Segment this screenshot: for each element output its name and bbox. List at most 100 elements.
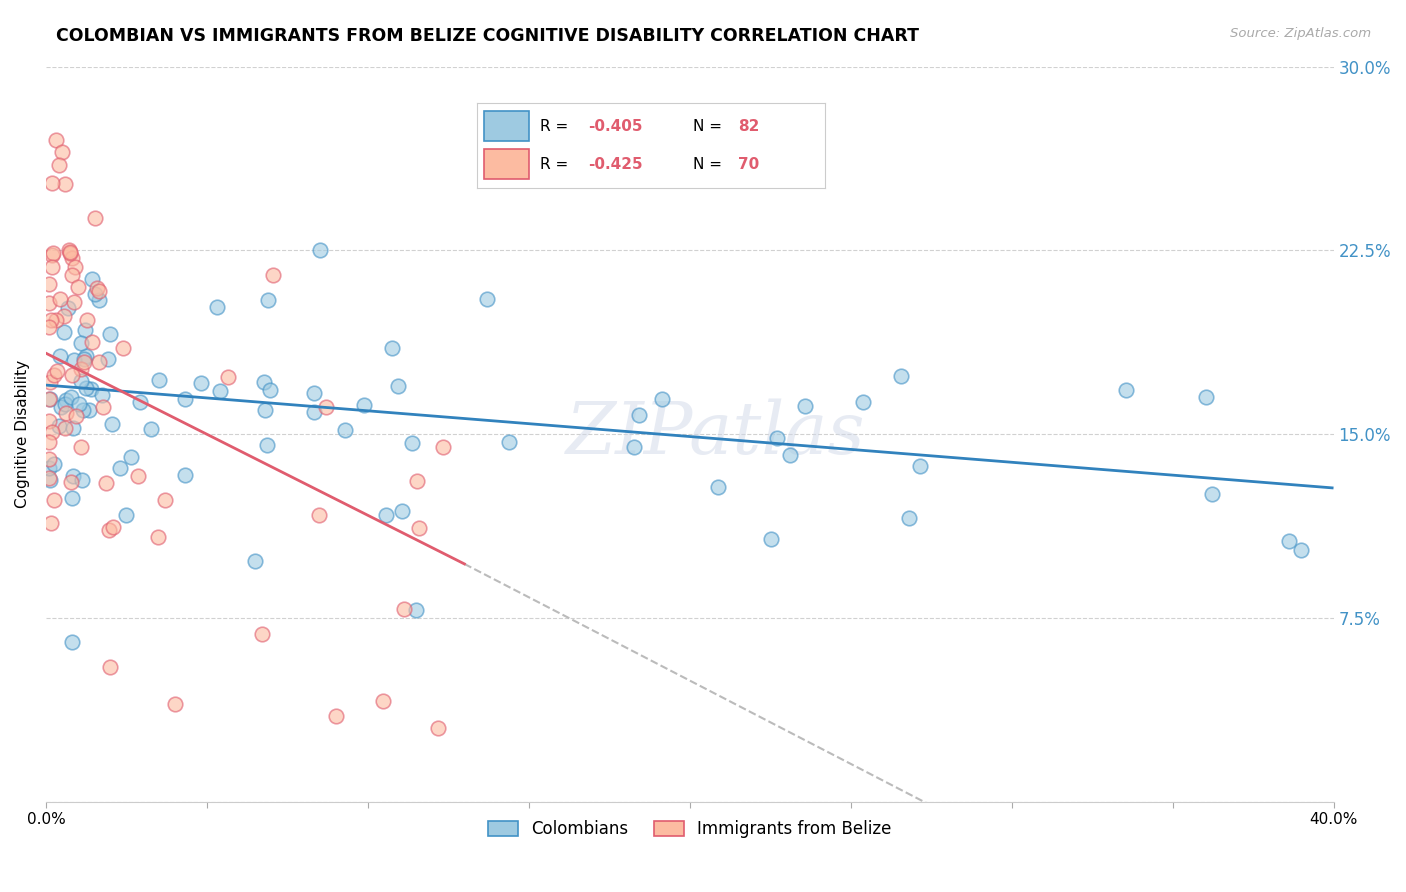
Point bbox=[163, 697, 186, 711]
Point bbox=[38, 435, 60, 450]
Point bbox=[39, 313, 62, 327]
Point bbox=[62, 353, 84, 368]
Point bbox=[207, 300, 229, 314]
Point bbox=[91, 388, 114, 402]
Point bbox=[70, 335, 93, 350]
Point bbox=[60, 368, 83, 382]
Point bbox=[53, 397, 76, 411]
Point bbox=[908, 459, 931, 474]
Point bbox=[41, 176, 63, 190]
Point bbox=[1201, 487, 1223, 501]
Point bbox=[70, 440, 93, 454]
Point bbox=[387, 379, 409, 393]
Point bbox=[67, 397, 90, 411]
Point bbox=[250, 627, 273, 641]
Point bbox=[129, 395, 152, 409]
Point bbox=[374, 508, 396, 522]
Point bbox=[759, 532, 782, 546]
Point bbox=[408, 520, 430, 534]
Point bbox=[112, 341, 135, 355]
Point bbox=[302, 385, 325, 400]
Y-axis label: Cognitive Disability: Cognitive Disability bbox=[15, 360, 30, 508]
Legend: Colombians, Immigrants from Belize: Colombians, Immigrants from Belize bbox=[481, 814, 898, 845]
Point bbox=[794, 399, 817, 413]
Point bbox=[80, 334, 103, 349]
Point bbox=[101, 417, 124, 431]
Point bbox=[42, 246, 65, 260]
Point bbox=[72, 403, 94, 417]
Point bbox=[39, 473, 62, 487]
Point bbox=[59, 244, 82, 259]
Point bbox=[257, 293, 280, 307]
Point bbox=[45, 133, 67, 147]
Point bbox=[76, 312, 98, 326]
Point bbox=[153, 492, 176, 507]
Point bbox=[44, 457, 66, 471]
Point bbox=[779, 448, 801, 462]
Point bbox=[1278, 534, 1301, 549]
Point bbox=[65, 409, 87, 424]
Point bbox=[55, 392, 77, 407]
Point bbox=[627, 408, 650, 422]
Point bbox=[115, 508, 138, 522]
Point bbox=[70, 473, 93, 487]
Point bbox=[80, 272, 103, 286]
Point bbox=[55, 406, 77, 420]
Point bbox=[60, 390, 83, 404]
Point bbox=[41, 260, 63, 275]
Point bbox=[94, 476, 117, 491]
Point bbox=[259, 383, 281, 397]
Point bbox=[381, 342, 404, 356]
Point bbox=[405, 603, 427, 617]
Point bbox=[75, 323, 97, 337]
Point bbox=[38, 392, 60, 407]
Point bbox=[245, 554, 267, 568]
Point bbox=[60, 268, 83, 282]
Point bbox=[127, 469, 149, 483]
Point bbox=[62, 295, 84, 310]
Point bbox=[38, 471, 60, 485]
Point bbox=[69, 362, 91, 376]
Point bbox=[59, 246, 82, 260]
Point bbox=[77, 403, 100, 417]
Point bbox=[45, 313, 67, 327]
Point bbox=[60, 635, 83, 649]
Point bbox=[56, 301, 79, 315]
Point bbox=[256, 438, 278, 452]
Point bbox=[53, 420, 76, 434]
Point bbox=[38, 295, 60, 310]
Point bbox=[75, 349, 97, 363]
Point bbox=[58, 244, 80, 258]
Point bbox=[1195, 390, 1218, 404]
Point bbox=[401, 435, 423, 450]
Point bbox=[353, 398, 375, 412]
Point bbox=[148, 373, 170, 387]
Point bbox=[707, 480, 730, 494]
Point bbox=[890, 368, 912, 383]
Point bbox=[49, 292, 72, 306]
Point bbox=[91, 401, 114, 415]
Point bbox=[406, 474, 429, 488]
Point bbox=[315, 400, 337, 414]
Point bbox=[62, 469, 84, 483]
Point bbox=[108, 461, 131, 475]
Point bbox=[72, 352, 94, 367]
Point bbox=[84, 286, 107, 301]
Point bbox=[498, 434, 520, 449]
Point bbox=[1291, 542, 1313, 557]
Point bbox=[41, 247, 63, 261]
Point bbox=[41, 425, 63, 439]
Point bbox=[325, 708, 347, 723]
Point bbox=[98, 660, 121, 674]
Point bbox=[308, 244, 330, 258]
Point bbox=[87, 355, 110, 369]
Text: Source: ZipAtlas.com: Source: ZipAtlas.com bbox=[1230, 27, 1371, 40]
Point bbox=[38, 460, 60, 475]
Point bbox=[373, 694, 395, 708]
Point bbox=[39, 516, 62, 530]
Point bbox=[304, 404, 326, 418]
Point bbox=[53, 325, 76, 339]
Point bbox=[308, 508, 330, 522]
Point bbox=[48, 158, 70, 172]
Point bbox=[391, 504, 413, 518]
